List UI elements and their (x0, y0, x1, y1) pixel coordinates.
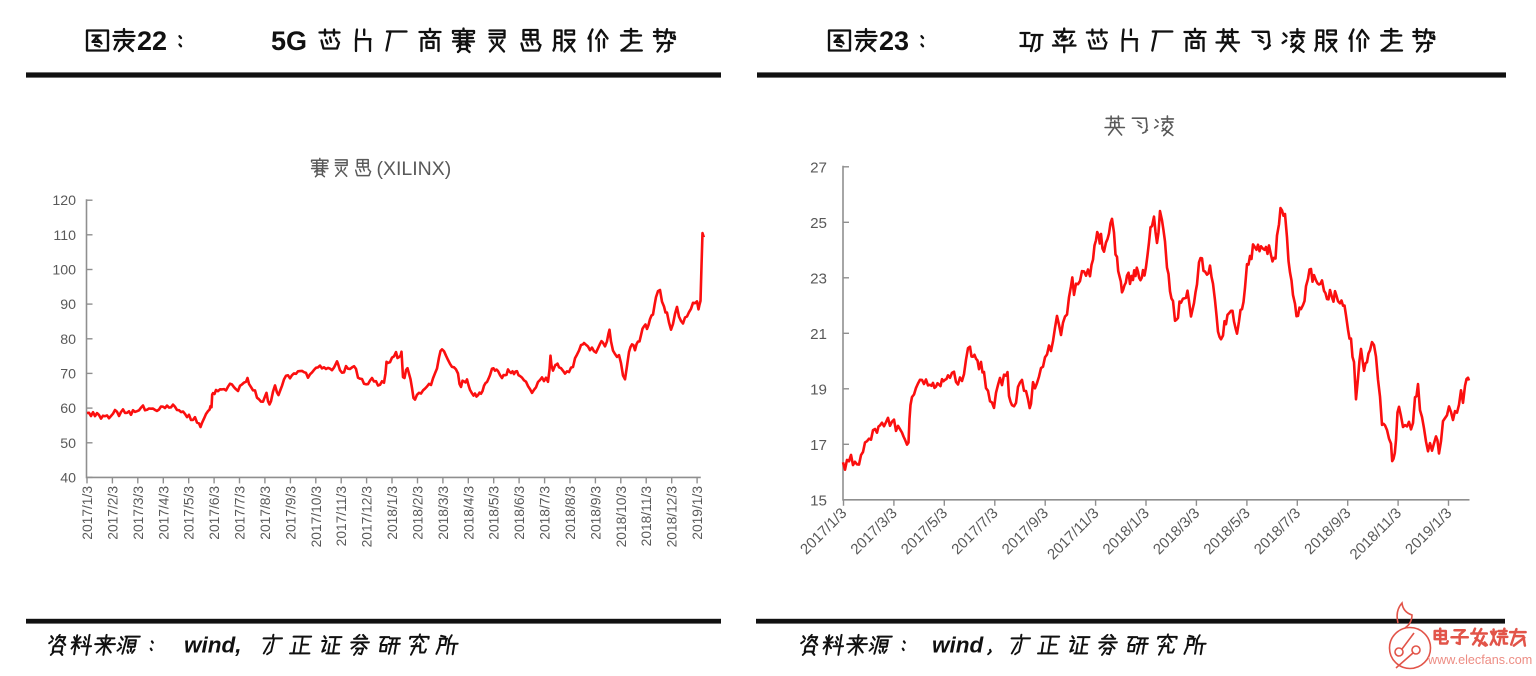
svg-text:2018/1/3: 2018/1/3 (385, 486, 400, 540)
svg-text:2018/11/3: 2018/11/3 (1347, 505, 1405, 563)
svg-text:2017/11/3: 2017/11/3 (334, 486, 349, 547)
svg-text:2018/7/3: 2018/7/3 (538, 486, 553, 540)
svg-text:2017/4/3: 2017/4/3 (156, 486, 171, 540)
svg-text:19: 19 (810, 381, 827, 398)
svg-text:2017/10/3: 2017/10/3 (309, 486, 324, 548)
svg-text:2017/8/3: 2017/8/3 (258, 486, 273, 540)
svg-text:23: 23 (810, 270, 827, 287)
svg-text:2018/5/3: 2018/5/3 (1200, 505, 1253, 558)
svg-text:2018/2/3: 2018/2/3 (411, 486, 426, 540)
svg-text:2017/5/3: 2017/5/3 (898, 505, 951, 558)
svg-text:www.elecfans.com: www.elecfans.com (1427, 653, 1532, 667)
svg-text:80: 80 (60, 332, 76, 348)
svg-text:15: 15 (810, 492, 827, 509)
svg-text:50: 50 (60, 436, 76, 452)
svg-text:(XILINX): (XILINX) (377, 158, 452, 180)
svg-text:2018/3/3: 2018/3/3 (1150, 505, 1203, 558)
svg-text:2018/12/3: 2018/12/3 (665, 486, 680, 548)
svg-text:60: 60 (60, 401, 76, 417)
svg-text:2018/5/3: 2018/5/3 (487, 486, 502, 540)
svg-text:2017/9/3: 2017/9/3 (283, 486, 298, 540)
svg-text:40: 40 (60, 470, 76, 486)
svg-text:2017/3/3: 2017/3/3 (131, 486, 146, 540)
svg-text:2017/1/3: 2017/1/3 (80, 486, 95, 540)
svg-text:2018/7/3: 2018/7/3 (1251, 505, 1304, 558)
svg-text:21: 21 (810, 326, 827, 343)
svg-text:2018/9/3: 2018/9/3 (588, 486, 603, 540)
svg-text:100: 100 (52, 263, 76, 279)
svg-text:120: 120 (52, 193, 76, 209)
svg-text:2017/1/3: 2017/1/3 (797, 505, 850, 558)
svg-text:wind,: wind, (184, 633, 242, 658)
svg-text:2017/12/3: 2017/12/3 (360, 486, 375, 548)
svg-text:2018/6/3: 2018/6/3 (512, 486, 527, 540)
svg-text:17: 17 (810, 437, 827, 454)
svg-text:2018/11/3: 2018/11/3 (639, 486, 654, 547)
svg-text:2017/5/3: 2017/5/3 (182, 486, 197, 540)
svg-text:2017/11/3: 2017/11/3 (1044, 505, 1102, 563)
svg-text:2018/1/3: 2018/1/3 (1100, 505, 1153, 558)
svg-text:2017/6/3: 2017/6/3 (207, 486, 222, 540)
svg-text:wind: wind (932, 633, 984, 658)
svg-text:2018/10/3: 2018/10/3 (614, 486, 629, 548)
svg-text:2017/7/3: 2017/7/3 (233, 486, 248, 540)
svg-text:90: 90 (60, 297, 76, 313)
svg-text:27: 27 (810, 159, 827, 176)
svg-text:2018/4/3: 2018/4/3 (461, 486, 476, 540)
svg-text:110: 110 (53, 228, 76, 244)
svg-text:2019/1/3: 2019/1/3 (1402, 505, 1455, 558)
svg-text:25: 25 (810, 215, 827, 232)
svg-text:2019/1/3: 2019/1/3 (690, 486, 705, 540)
svg-text:2018/8/3: 2018/8/3 (563, 486, 578, 540)
svg-text:2017/7/3: 2017/7/3 (948, 505, 1001, 558)
svg-text:23: 23 (879, 26, 909, 56)
svg-text:5G: 5G (271, 26, 307, 56)
svg-text:2018/3/3: 2018/3/3 (436, 486, 451, 540)
svg-text:70: 70 (60, 366, 76, 382)
svg-text:2017/3/3: 2017/3/3 (847, 505, 900, 558)
svg-text:22: 22 (137, 26, 167, 56)
svg-text:2017/2/3: 2017/2/3 (105, 486, 120, 540)
